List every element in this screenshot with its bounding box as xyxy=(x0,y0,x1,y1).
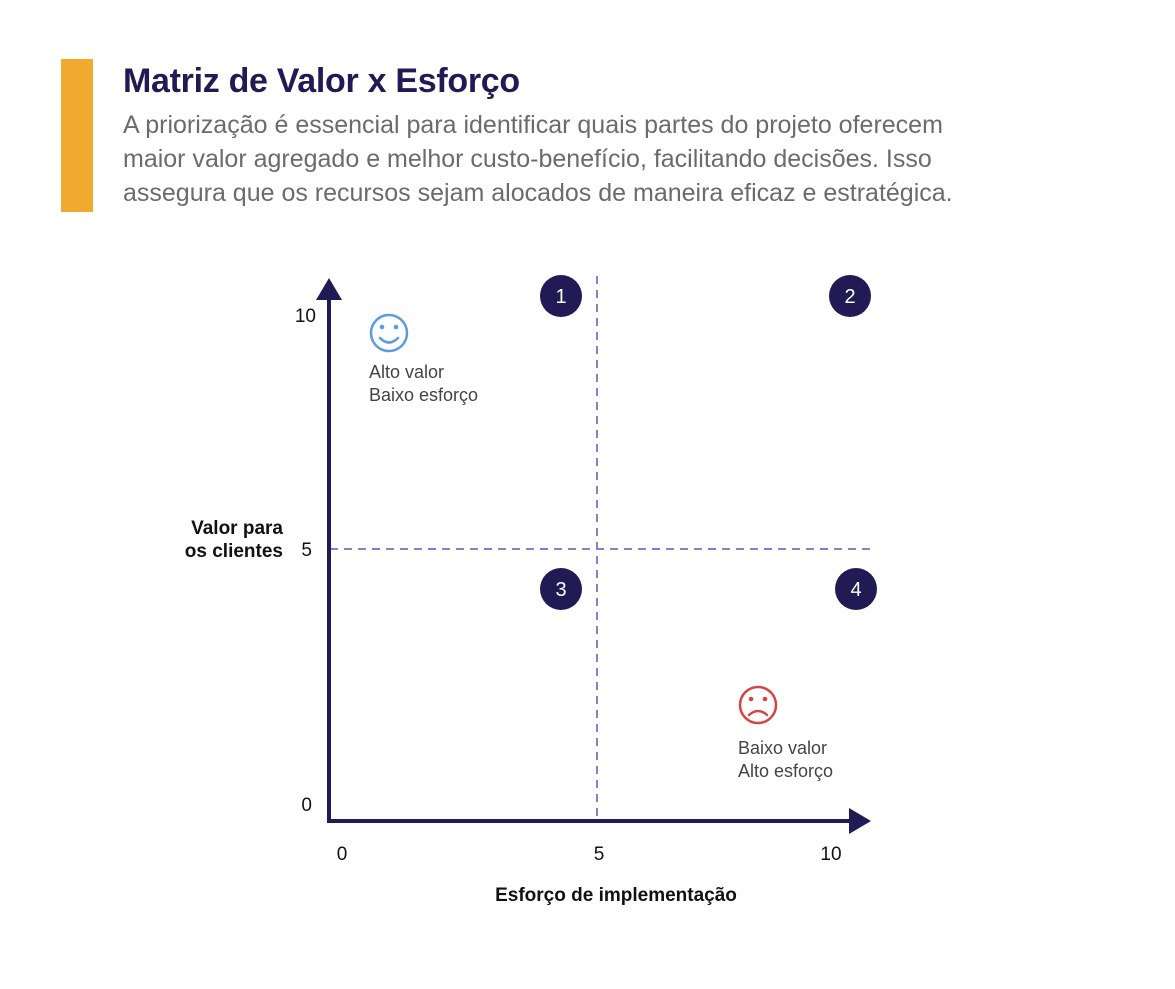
x-axis-arrow-icon xyxy=(849,808,871,834)
y-axis-title-line: Valor para xyxy=(191,518,283,539)
page-title: Matriz de Valor x Esforço xyxy=(123,62,520,100)
quadrant-badge-circle xyxy=(540,568,582,610)
best-quadrant-note-line: Alto valor xyxy=(369,362,444,382)
quadrant-badge-circle xyxy=(829,275,871,317)
worst-quadrant-note-line: Baixo valor xyxy=(738,738,827,758)
quadrant-badge-circle xyxy=(540,275,582,317)
y-axis-arrow-icon xyxy=(316,278,342,300)
description-line: A priorização é essencial para identific… xyxy=(123,111,943,139)
quadrant-badge-2: 2 xyxy=(829,275,871,317)
quadrant-badge-1: 1 xyxy=(540,275,582,317)
accent-bar xyxy=(61,59,93,212)
x-tick-label: 0 xyxy=(337,844,348,865)
y-tick-label: 10 xyxy=(295,306,316,327)
smile-icon xyxy=(369,313,409,353)
x-tick-label: 5 xyxy=(594,844,605,865)
quadrant-badge-3: 3 xyxy=(540,568,582,610)
quadrant-number: 2 xyxy=(844,286,855,308)
page-description: A priorização é essencial para identific… xyxy=(123,108,1083,210)
y-tick-label: 5 xyxy=(301,540,312,561)
quadrant-number: 3 xyxy=(555,579,566,601)
quadrant-number: 1 xyxy=(555,286,566,308)
description-line: assegura que os recursos sejam alocados … xyxy=(123,179,953,207)
best-quadrant-note-line: Baixo esforço xyxy=(369,385,478,405)
quadrant-number: 4 xyxy=(850,579,861,601)
worst-quadrant-note-line: Alto esforço xyxy=(738,761,833,781)
frown-icon xyxy=(738,685,778,725)
x-tick-label: 10 xyxy=(820,844,841,865)
quadrant-badge-circle xyxy=(835,568,877,610)
y-tick-label: 0 xyxy=(301,795,312,816)
description-line: maior valor agregado e melhor custo-bene… xyxy=(123,145,932,173)
y-axis-title-line: os clientes xyxy=(185,541,283,562)
x-axis-title: Esforço de implementação xyxy=(495,885,737,906)
quadrant-badge-4: 4 xyxy=(835,568,877,610)
